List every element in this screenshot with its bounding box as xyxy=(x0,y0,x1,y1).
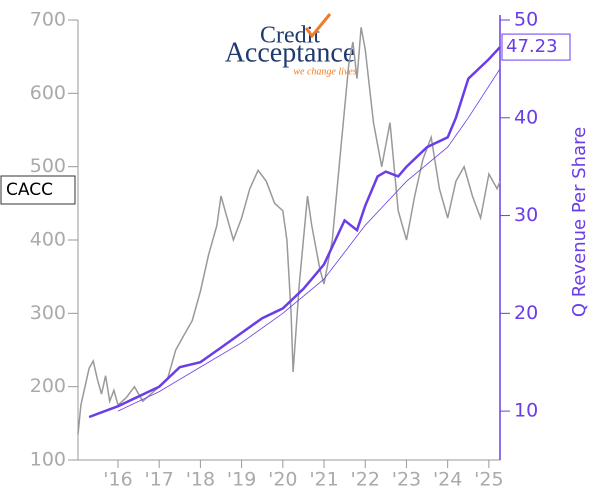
series-line xyxy=(117,68,501,412)
y2-tick-label: 40 xyxy=(514,106,538,128)
last-value-label: 47.23 xyxy=(506,36,558,57)
x-tick-label: '25 xyxy=(474,469,503,491)
x-tick-label: '17 xyxy=(144,469,173,491)
y-tick-label: 500 xyxy=(30,155,66,177)
y-tick-label: 700 xyxy=(30,9,66,31)
logo-tagline: we change lives xyxy=(293,66,356,77)
y-tick-label: 600 xyxy=(30,82,66,104)
x-tick-label: '19 xyxy=(227,469,256,491)
x-tick-label: '21 xyxy=(309,469,338,491)
ticker: CACC xyxy=(6,180,53,200)
x-tick-label: '23 xyxy=(392,469,421,491)
y2-axis-label: Q Revenue Per Share xyxy=(569,127,590,317)
logo-check xyxy=(304,13,332,39)
y2-tick-label: 10 xyxy=(514,400,538,422)
y2-tick-label: 20 xyxy=(514,302,538,324)
x-tick-label: '20 xyxy=(268,469,297,491)
x-tick-label: '18 xyxy=(186,469,215,491)
y-tick-label: 400 xyxy=(30,229,66,251)
x-tick-label: '22 xyxy=(351,469,380,491)
x-tick-label: '24 xyxy=(433,469,462,491)
logo-line2: Acceptance xyxy=(225,37,356,68)
y2-tick-label: 30 xyxy=(514,204,538,226)
y2-tick-label: 50 xyxy=(514,9,538,31)
y-tick-label: 200 xyxy=(30,375,66,397)
ticker-box xyxy=(0,175,76,205)
last-value-box xyxy=(501,33,571,61)
y-tick-label: 100 xyxy=(30,449,66,471)
series-line xyxy=(77,27,501,435)
series-line xyxy=(88,46,501,419)
x-tick-label: '16 xyxy=(103,469,132,491)
y-tick-label: 300 xyxy=(30,302,66,324)
